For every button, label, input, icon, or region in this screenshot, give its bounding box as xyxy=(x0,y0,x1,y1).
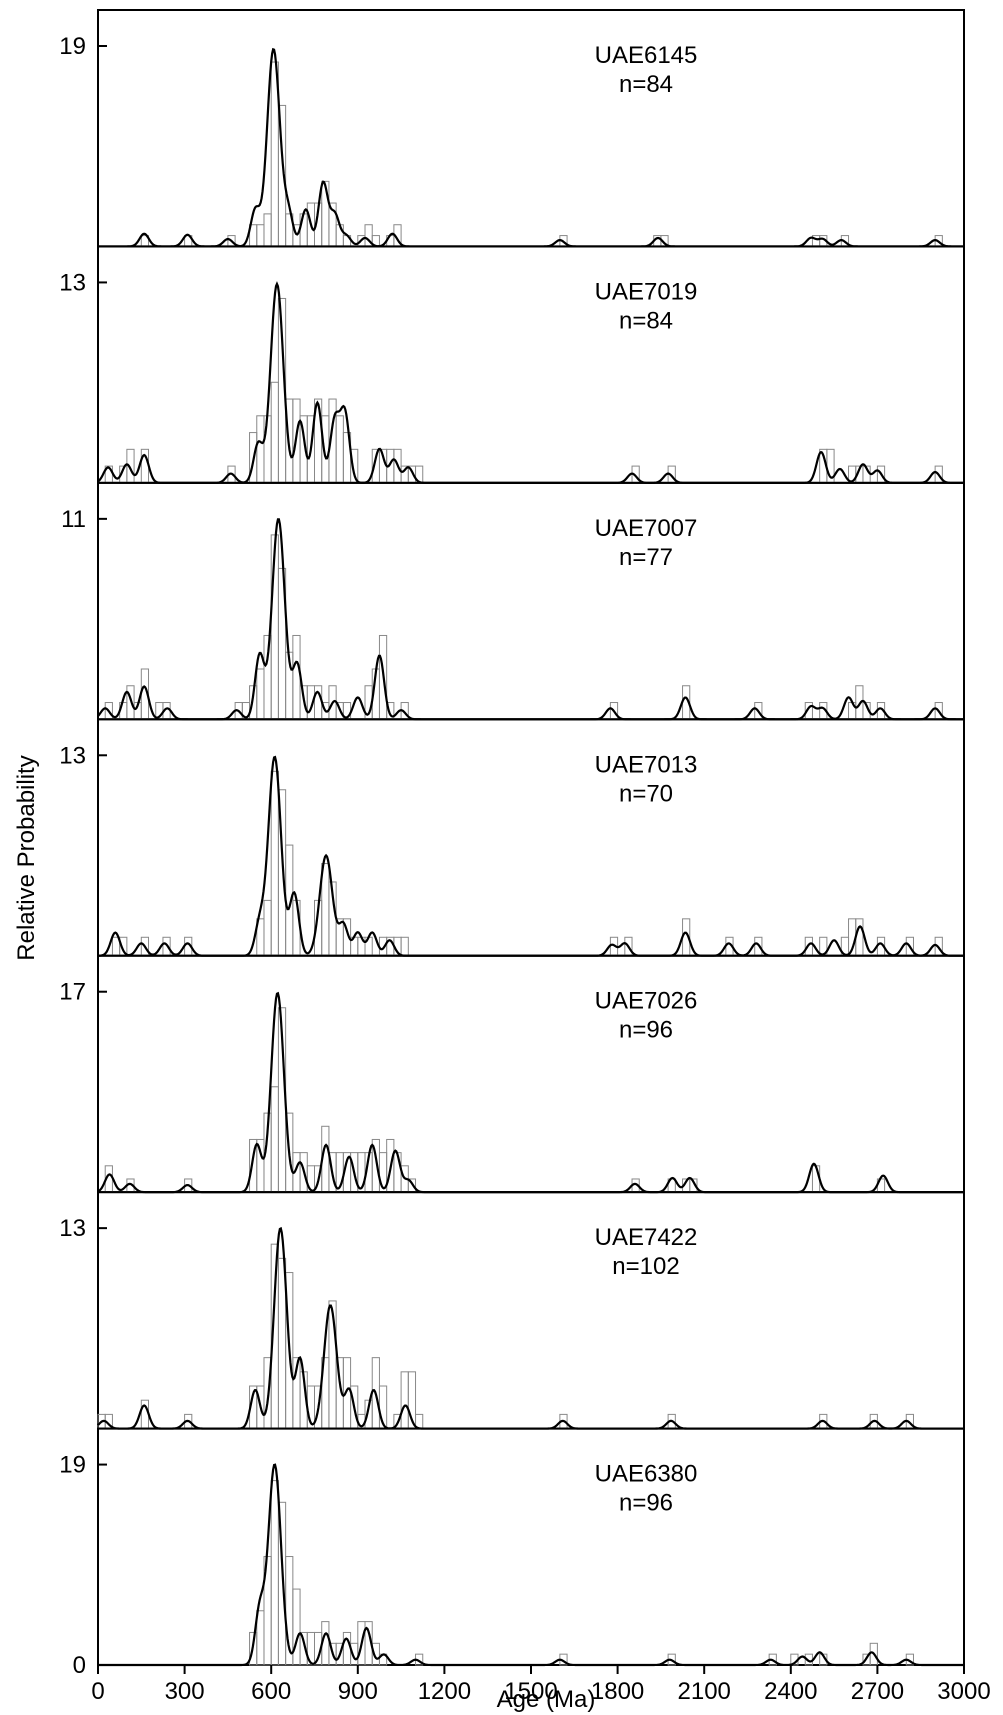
y-tick-label: 13 xyxy=(59,742,86,769)
histogram-bar xyxy=(400,1371,409,1430)
histogram-bar xyxy=(292,634,301,720)
y-tick-label: 13 xyxy=(59,269,86,296)
histogram-bar xyxy=(140,1399,150,1430)
histogram-bar xyxy=(270,381,279,484)
panel-frame xyxy=(97,954,965,1194)
y-axis-title: Relative Probability xyxy=(13,755,40,960)
x-axis-title: Age (Ma) xyxy=(497,1686,596,1713)
histogram-bar xyxy=(270,770,279,957)
x-tick-label: 600 xyxy=(251,1678,291,1705)
y-tick-label: 13 xyxy=(59,1215,86,1242)
x-tick-label: 300 xyxy=(165,1678,205,1705)
histogram-bar xyxy=(256,224,265,247)
probability-curve xyxy=(97,755,964,957)
probability-curve xyxy=(98,1463,964,1667)
panel-frame xyxy=(97,245,965,484)
y-tick-label: 0 xyxy=(73,1652,86,1679)
panel-frame xyxy=(97,718,965,957)
x-tick-label: 1500 xyxy=(504,1678,557,1705)
sample-name-label: UAE6380 xyxy=(595,1461,698,1488)
histogram-bar xyxy=(263,213,272,247)
y-tick-label: 19 xyxy=(59,1452,86,1479)
histogram-bar xyxy=(263,415,272,484)
histogram-bar xyxy=(342,1631,352,1666)
sample-name-label: UAE7019 xyxy=(595,278,698,305)
sample-name-label: UAE7026 xyxy=(595,988,698,1015)
histogram-bar xyxy=(256,668,265,720)
sample-count-label: n=70 xyxy=(619,780,673,807)
sample-count-label: n=96 xyxy=(619,1017,673,1044)
histogram-bar xyxy=(400,936,409,957)
histogram-bar xyxy=(335,415,344,484)
sample-name-label: UAE7007 xyxy=(595,515,698,542)
sample-count-label: n=96 xyxy=(619,1490,673,1517)
histogram-bar xyxy=(270,1086,279,1193)
y-tick-label: 11 xyxy=(61,506,86,533)
histogram-bar xyxy=(256,1610,265,1666)
histogram-bar xyxy=(321,415,330,484)
histogram-bar xyxy=(256,415,265,484)
histogram-bar xyxy=(263,899,272,957)
y-tick-label: 19 xyxy=(59,33,86,60)
x-tick-label: 3000 xyxy=(937,1678,990,1705)
probability-curve xyxy=(98,47,964,248)
histogram-bar xyxy=(321,180,330,247)
histogram-bar xyxy=(270,1480,279,1666)
x-tick-label: 1200 xyxy=(418,1678,471,1705)
histogram-bar xyxy=(292,1588,301,1666)
x-tick-label: 2700 xyxy=(851,1678,904,1705)
histogram-bar xyxy=(292,899,301,957)
probability-curve xyxy=(97,518,964,721)
x-tick-label: 0 xyxy=(91,1678,104,1705)
sample-count-label: n=77 xyxy=(619,544,673,571)
sample-count-label: n=84 xyxy=(619,307,673,334)
panel-frame xyxy=(97,1427,965,1666)
probability-curve xyxy=(97,1226,964,1430)
histogram-bar xyxy=(314,685,323,720)
sample-count-label: n=102 xyxy=(612,1253,679,1280)
sample-name-label: UAE7422 xyxy=(595,1224,698,1251)
x-tick-label: 2400 xyxy=(764,1678,817,1705)
histogram-bar xyxy=(855,918,864,957)
sample-name-label: UAE6145 xyxy=(595,42,698,69)
sample-count-label: n=84 xyxy=(619,71,673,98)
x-axis: 0 300 600 900 1200 1500 1800 2100 2400 2700 3000 xyxy=(91,1665,991,1705)
panel-frame xyxy=(97,9,965,248)
histogram-bar xyxy=(126,685,135,720)
panel-frame xyxy=(97,1191,965,1430)
probability-curve xyxy=(97,991,964,1194)
x-tick-label: 900 xyxy=(338,1678,378,1705)
y-tick-label: 17 xyxy=(59,979,86,1006)
sample-name-label: UAE7013 xyxy=(595,751,698,778)
x-tick-label: 2100 xyxy=(678,1678,731,1705)
x-tick-label: 1800 xyxy=(591,1678,644,1705)
histogram-bar xyxy=(321,863,330,957)
panel-frame xyxy=(97,481,965,721)
